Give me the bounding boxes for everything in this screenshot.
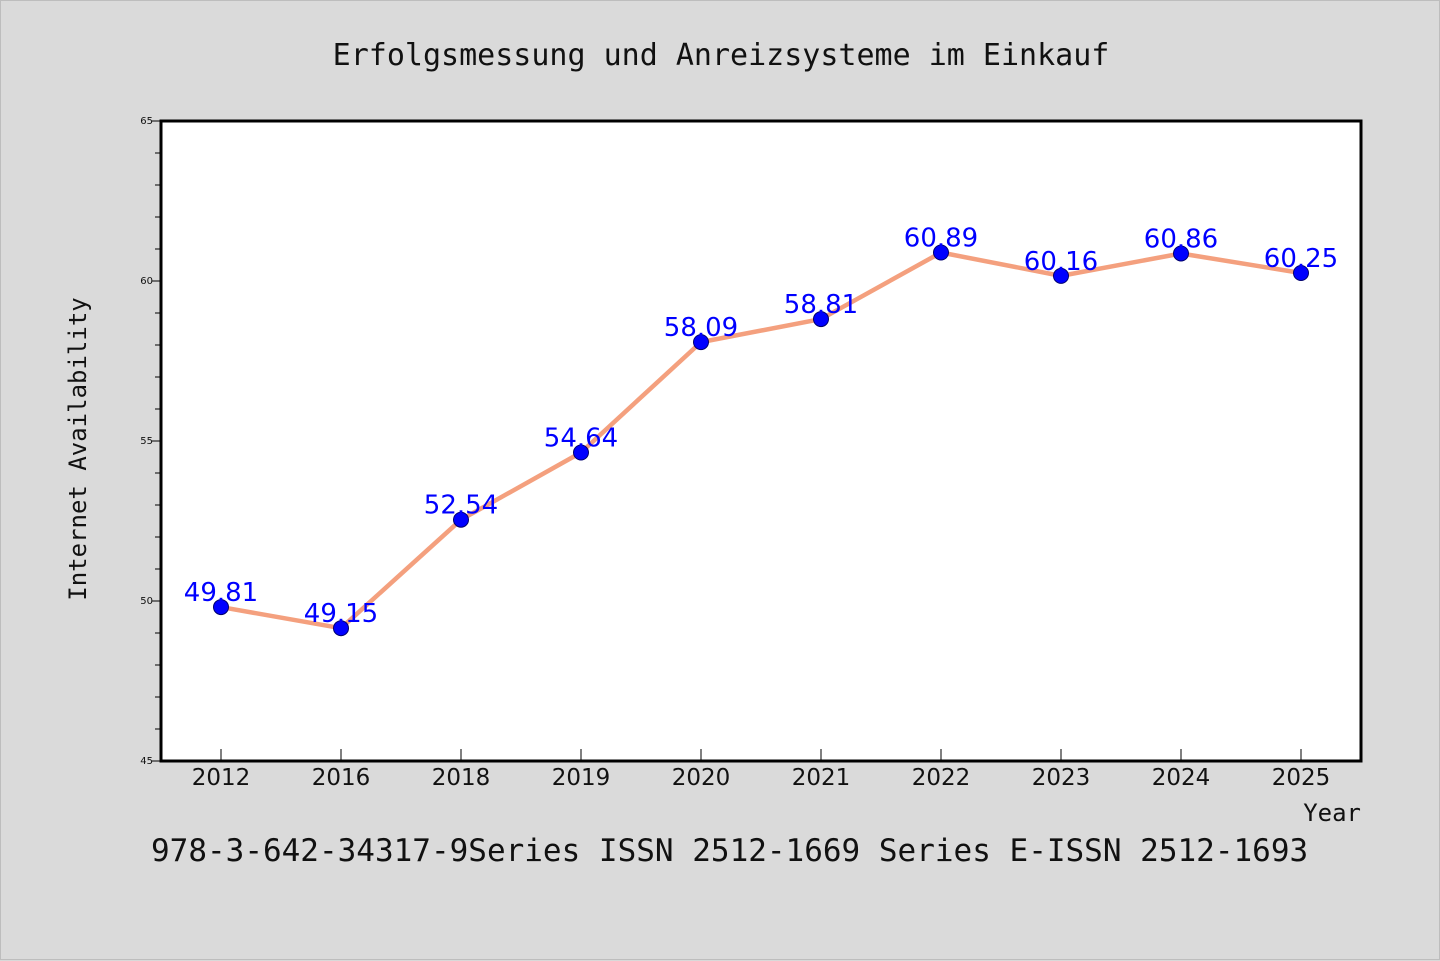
data-label: 60.89 (904, 224, 978, 254)
x-tick-label: 2016 (312, 765, 371, 791)
data-label: 58.09 (664, 313, 738, 343)
data-label: 49.81 (184, 578, 258, 608)
y-tick-label: 45 (140, 756, 153, 767)
series-line-group (220, 250, 1302, 631)
data-point (813, 311, 829, 328)
x-tick-label: 2022 (912, 765, 971, 791)
x-tick-label: 2019 (552, 765, 611, 791)
data-point (213, 599, 229, 616)
x-tick-label: 2018 (432, 765, 491, 791)
x-tick-label: 2023 (1032, 765, 1091, 791)
data-label: 60.16 (1024, 247, 1098, 277)
data-point (1293, 265, 1309, 281)
chart-title: Erfolgsmessung und Anreizsysteme im Eink… (333, 38, 1110, 73)
x-axis: 2012 2016 2018 2019 2020 2021 2022 2023 2024 2025 (192, 749, 1331, 791)
x-tick-label: 2020 (672, 765, 731, 791)
series-line (220, 250, 1302, 631)
data-point (453, 511, 469, 528)
data-labels-group: 49.81 49.15 52.54 54.64 58.09 58.81 60.89 60.16… (184, 224, 1338, 630)
y-tick-label: 55 (140, 436, 153, 447)
data-label: 58.81 (784, 290, 858, 320)
y-axis: 45 50 55 60 65 (140, 116, 161, 767)
plot-area (159, 119, 1363, 763)
data-point (573, 444, 589, 461)
y-tick-label: 50 (140, 596, 153, 607)
data-point (933, 244, 949, 261)
x-tick-label: 2024 (1152, 765, 1211, 791)
data-point (1173, 245, 1189, 262)
data-label: 52.54 (424, 491, 498, 521)
footer-isbn-issn: 978-3-642-34317-9Series ISSN 2512-1669 S… (151, 833, 1309, 869)
data-label: 60.25 (1264, 244, 1338, 274)
data-point (333, 620, 349, 637)
x-tick-label: 2012 (192, 765, 251, 791)
y-axis-label: Internet Availability (64, 297, 92, 600)
y-tick-label: 65 (140, 116, 153, 127)
x-tick-label: 2025 (1272, 765, 1331, 791)
data-label: 54.64 (544, 424, 618, 454)
y-tick-label: 60 (140, 276, 153, 287)
data-label: 49.15 (304, 599, 378, 629)
x-axis-label: Year (1303, 799, 1361, 827)
data-point (1053, 267, 1069, 284)
data-point (693, 334, 709, 351)
data-label: 60.86 (1144, 224, 1218, 254)
x-tick-label: 2021 (792, 765, 851, 791)
markers-group (213, 244, 1309, 637)
